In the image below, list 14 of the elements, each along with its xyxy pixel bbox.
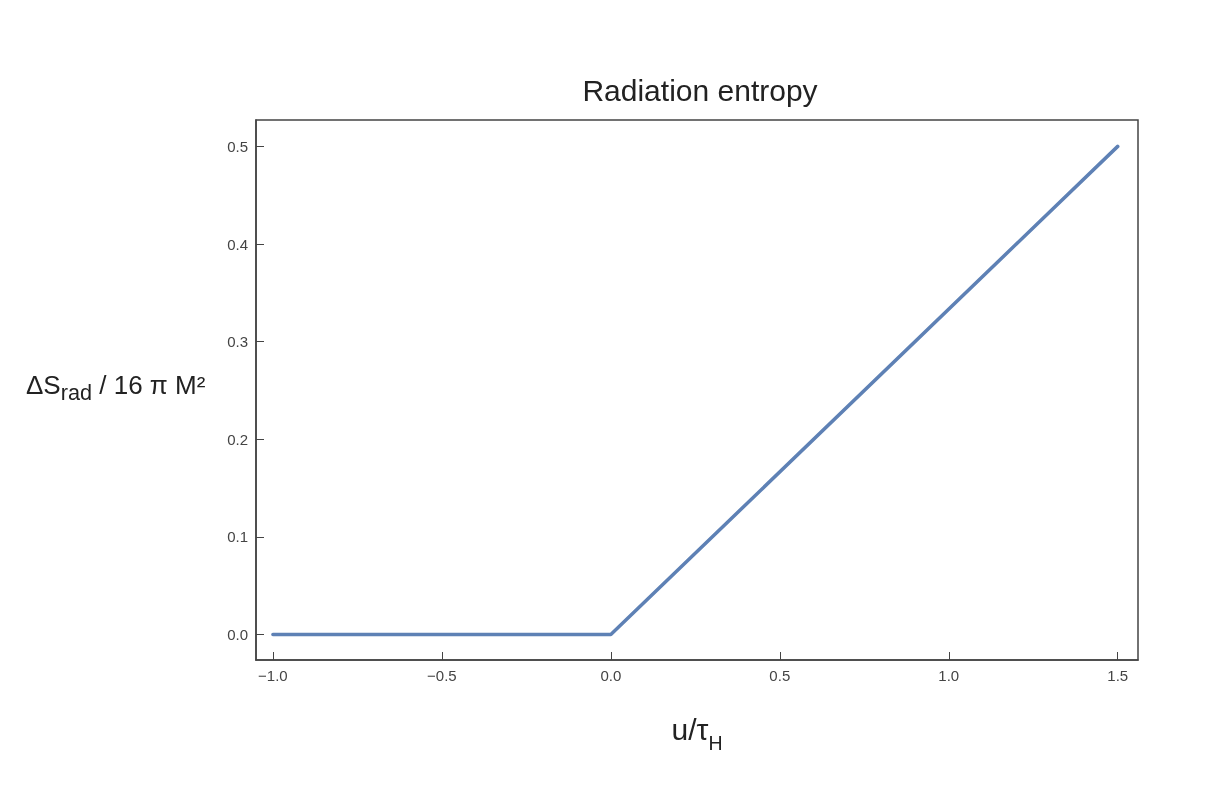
y-tick-label: 0.5 [227, 137, 248, 155]
y-tick-label: 0.0 [227, 626, 248, 644]
x-tick-label: −0.5 [427, 667, 457, 684]
x-tick-label: 0.0 [600, 667, 622, 684]
x-tick-label: 1.0 [938, 667, 960, 684]
chart-title: Radiation entropy [582, 73, 818, 107]
y-tick-label: 0.2 [227, 430, 248, 448]
x-tick-label: −1.0 [258, 667, 288, 684]
x-tick-label: 0.5 [769, 667, 791, 684]
y-tick-label: 0.4 [227, 235, 248, 253]
y-tick-label: 0.1 [227, 528, 248, 546]
y-axis-title: ΔS$_{rad}$ / 16 π M² [26, 370, 206, 407]
x-tick-label: 1.5 [1107, 667, 1129, 684]
y-tick-label: 0.3 [227, 333, 248, 351]
